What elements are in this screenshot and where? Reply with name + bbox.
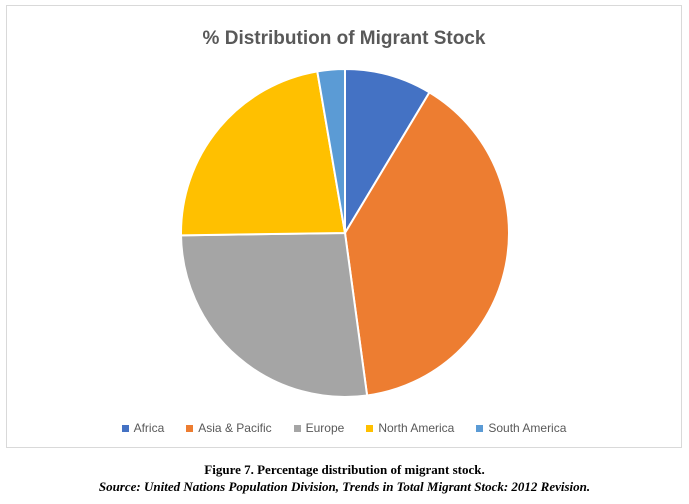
legend-item: Africa	[121, 421, 165, 435]
pie-chart	[180, 67, 510, 398]
figure-caption: Figure 7. Percentage distribution of mig…	[204, 462, 485, 477]
figure-source: Source: United Nations Population Divisi…	[98, 479, 591, 494]
pie-slice-south-america	[316, 67, 346, 234]
legend-label: Asia & Pacific	[198, 421, 272, 435]
chart-legend: Africa Asia & Pacific Europe North America S…	[7, 421, 681, 435]
chart-title: % Distribution of Migrant Stock	[202, 28, 486, 49]
legend-label: Africa	[133, 421, 165, 435]
pie-slice-north-america	[180, 70, 347, 237]
legend-swatch	[366, 424, 374, 432]
legend-swatch	[476, 424, 484, 432]
legend-swatch	[293, 424, 301, 432]
legend-label: South America	[488, 421, 567, 435]
legend-item: Europe	[293, 421, 345, 435]
legend-item: South America	[476, 421, 566, 435]
pie-slice-asia-pacific	[343, 91, 510, 397]
legend-item: Asia & Pacific	[186, 421, 272, 435]
legend-label: Europe	[305, 421, 345, 435]
legend-swatch	[121, 424, 129, 432]
legend-swatch	[186, 424, 194, 432]
chart-frame: % Distribution of Migrant Stock Africa As…	[6, 5, 682, 448]
legend-label: North America	[378, 421, 455, 435]
legend-item: North America	[366, 421, 454, 435]
pie-slice-europe	[180, 231, 369, 398]
pie-slice-africa	[344, 67, 431, 237]
